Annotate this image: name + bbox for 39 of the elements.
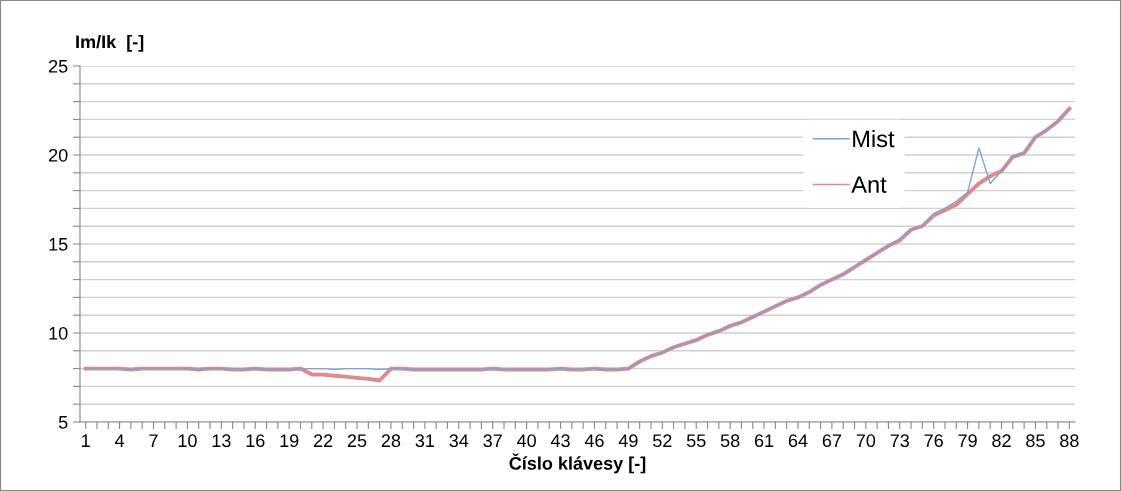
x-tick-label: 70	[856, 434, 876, 448]
x-axis-title: Číslo klávesy [-]	[509, 453, 646, 474]
x-tick-label: 4	[114, 434, 125, 447]
x-tick-label: 1	[82, 434, 90, 447]
x-tick-label: 19	[280, 434, 299, 448]
x-tick-label: 64	[788, 434, 808, 448]
x-tick-label: 28	[381, 434, 401, 448]
x-tick-label: 52	[652, 434, 672, 448]
x-tick-label: 55	[686, 434, 706, 448]
legend-label: Ant	[851, 176, 887, 193]
x-tick-label: 61	[754, 434, 774, 448]
x-tick-label: 37	[483, 434, 502, 448]
x-tick-label: 16	[246, 434, 265, 448]
x-tick-label: 67	[822, 434, 842, 448]
y-axis-title: Im/Ik [-]	[76, 34, 144, 52]
x-tick-label: 13	[212, 434, 231, 448]
x-tick-label: 58	[720, 434, 740, 448]
x-tick-label: 34	[449, 434, 469, 448]
x-tick-label: 43	[550, 434, 570, 448]
x-tick-label: 73	[890, 434, 909, 448]
x-tick-label: 46	[584, 434, 604, 448]
y-tick-label: 25	[49, 59, 68, 73]
y-tick-label: 20	[49, 148, 68, 162]
legend-label: Mist	[853, 129, 895, 148]
x-tick-label: 79	[958, 434, 977, 448]
x-tick-label: 88	[1060, 434, 1079, 448]
x-tick-label: 10	[178, 434, 197, 448]
y-tick-label: 10	[49, 326, 68, 340]
x-tick-label: 49	[618, 434, 638, 448]
x-tick-label: 82	[992, 434, 1011, 448]
y-tick-label: 15	[49, 238, 68, 251]
y-tick-label: 5	[58, 416, 68, 429]
x-tick-label: 7	[149, 434, 158, 447]
x-tick-label: 85	[1026, 434, 1045, 448]
x-tick-label: 22	[313, 434, 333, 447]
x-tick-label: 25	[347, 434, 367, 448]
x-tick-label: 40	[516, 434, 536, 448]
x-tick-label: 76	[924, 434, 943, 448]
x-tick-label: 31	[415, 434, 435, 448]
